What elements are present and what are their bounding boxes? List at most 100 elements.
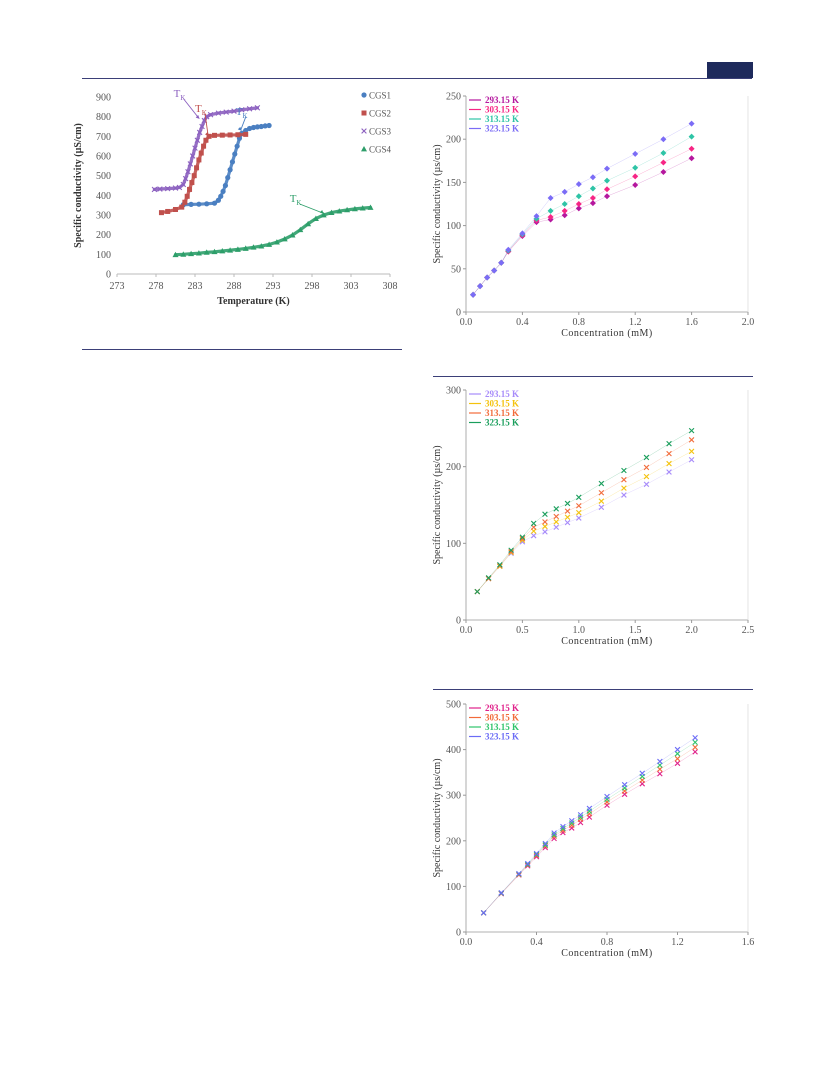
data-point — [598, 489, 605, 496]
data-point — [553, 513, 560, 520]
x-tick-label: 1.2 — [629, 317, 642, 328]
concentration-chart-3: 0.0 0.4 0.8 1.2 1.6 0 100 200 300 400 500 Concentra… — [432, 700, 755, 960]
x-tick-label: 0.8 — [573, 317, 586, 328]
data-point — [576, 515, 582, 521]
data-point — [575, 205, 582, 212]
series-30315 — [470, 145, 695, 298]
data-point — [643, 473, 650, 480]
trend-line — [483, 747, 696, 913]
data-point — [524, 860, 531, 867]
data-point — [547, 194, 554, 201]
data-point — [598, 480, 605, 487]
trend-line — [477, 439, 692, 592]
data-point — [491, 267, 498, 274]
data-point — [485, 575, 492, 581]
data-point — [533, 850, 540, 857]
y-tick-label: 250 — [446, 92, 461, 103]
x-tick-label: 303 — [344, 281, 359, 292]
data-point — [692, 739, 698, 746]
x-tick-label: 1.5 — [629, 625, 642, 636]
data-point — [657, 758, 663, 765]
y-axis-title: Specific conductivity (µs/cm) — [432, 144, 443, 263]
data-point — [621, 492, 627, 498]
section-rule-left — [82, 349, 402, 350]
series-line — [159, 132, 248, 215]
x-tick-label: 283 — [188, 281, 203, 292]
data-point — [666, 450, 672, 457]
legend-label: CGS4 — [369, 145, 392, 155]
series-32315 — [470, 120, 695, 298]
data-point — [561, 201, 568, 207]
y-tick-label: 300 — [446, 791, 461, 802]
data-point — [542, 529, 548, 535]
y-tick-label: 200 — [446, 836, 461, 847]
data-point — [553, 506, 560, 512]
y-tick-label: 500 — [96, 171, 111, 182]
header-tab — [707, 62, 753, 78]
series-line — [181, 123, 271, 207]
legend-label: 293.15 K — [485, 95, 519, 105]
header-rule — [82, 78, 752, 79]
data-point — [586, 805, 593, 812]
data-point — [666, 440, 672, 447]
data-point — [692, 734, 698, 741]
data-point — [560, 825, 566, 832]
data-point — [553, 524, 560, 531]
x-tick-label: 1.6 — [685, 317, 698, 328]
data-point — [542, 843, 549, 849]
data-point — [688, 145, 695, 152]
annotation-label: TK — [174, 88, 186, 102]
data-point — [621, 781, 628, 788]
data-point — [560, 829, 566, 836]
legend-label: CGS1 — [369, 91, 391, 101]
series-32315 — [480, 734, 698, 916]
data-point — [604, 193, 610, 200]
legend-label: CGS2 — [369, 109, 391, 119]
series-cgs3 — [151, 105, 261, 193]
y-tick-label: 600 — [96, 152, 111, 163]
series-29315 — [474, 456, 695, 595]
data-point — [530, 532, 537, 539]
data-point — [497, 562, 503, 568]
tk-annotation: TK — [290, 193, 324, 215]
data-point — [688, 427, 695, 434]
data-point — [498, 889, 505, 896]
data-point — [564, 508, 571, 514]
data-point — [508, 547, 514, 554]
annotation-arrow — [204, 113, 209, 136]
data-point — [643, 464, 650, 471]
data-point — [660, 169, 667, 176]
trend-line — [477, 451, 692, 592]
x-tick-label: 0.0 — [460, 937, 473, 948]
data-point — [564, 519, 571, 526]
arrow-head — [195, 115, 200, 120]
series-cgs4 — [172, 204, 374, 258]
data-point — [632, 164, 639, 171]
y-tick-label: 300 — [96, 211, 111, 222]
legend-label: 293.15 K — [485, 389, 519, 399]
data-point — [632, 150, 639, 157]
data-point — [561, 207, 568, 214]
x-axis-title: Temperature (K) — [217, 296, 290, 307]
y-tick-label: 0 — [456, 308, 461, 319]
y-tick-label: 200 — [446, 135, 461, 146]
data-point — [519, 534, 526, 540]
x-tick-label: 1.6 — [742, 937, 755, 948]
data-point — [657, 766, 663, 772]
data-point — [533, 851, 540, 858]
data-point — [533, 213, 540, 220]
data-point — [576, 502, 582, 509]
x-tick-label: 288 — [227, 281, 242, 292]
data-point — [688, 120, 695, 127]
y-tick-label: 300 — [446, 386, 461, 397]
arrow-head — [237, 126, 242, 131]
legend-label: 323.15 K — [485, 732, 519, 742]
data-point — [604, 165, 610, 172]
trend-line — [472, 136, 692, 295]
section-rule-right-2 — [433, 689, 753, 690]
section-rule-right-1 — [433, 376, 753, 377]
x-axis-title: Concentration (mM) — [561, 636, 652, 647]
series-29315 — [480, 749, 698, 916]
x-tick-label: 2.0 — [685, 625, 698, 636]
data-point — [470, 291, 477, 298]
